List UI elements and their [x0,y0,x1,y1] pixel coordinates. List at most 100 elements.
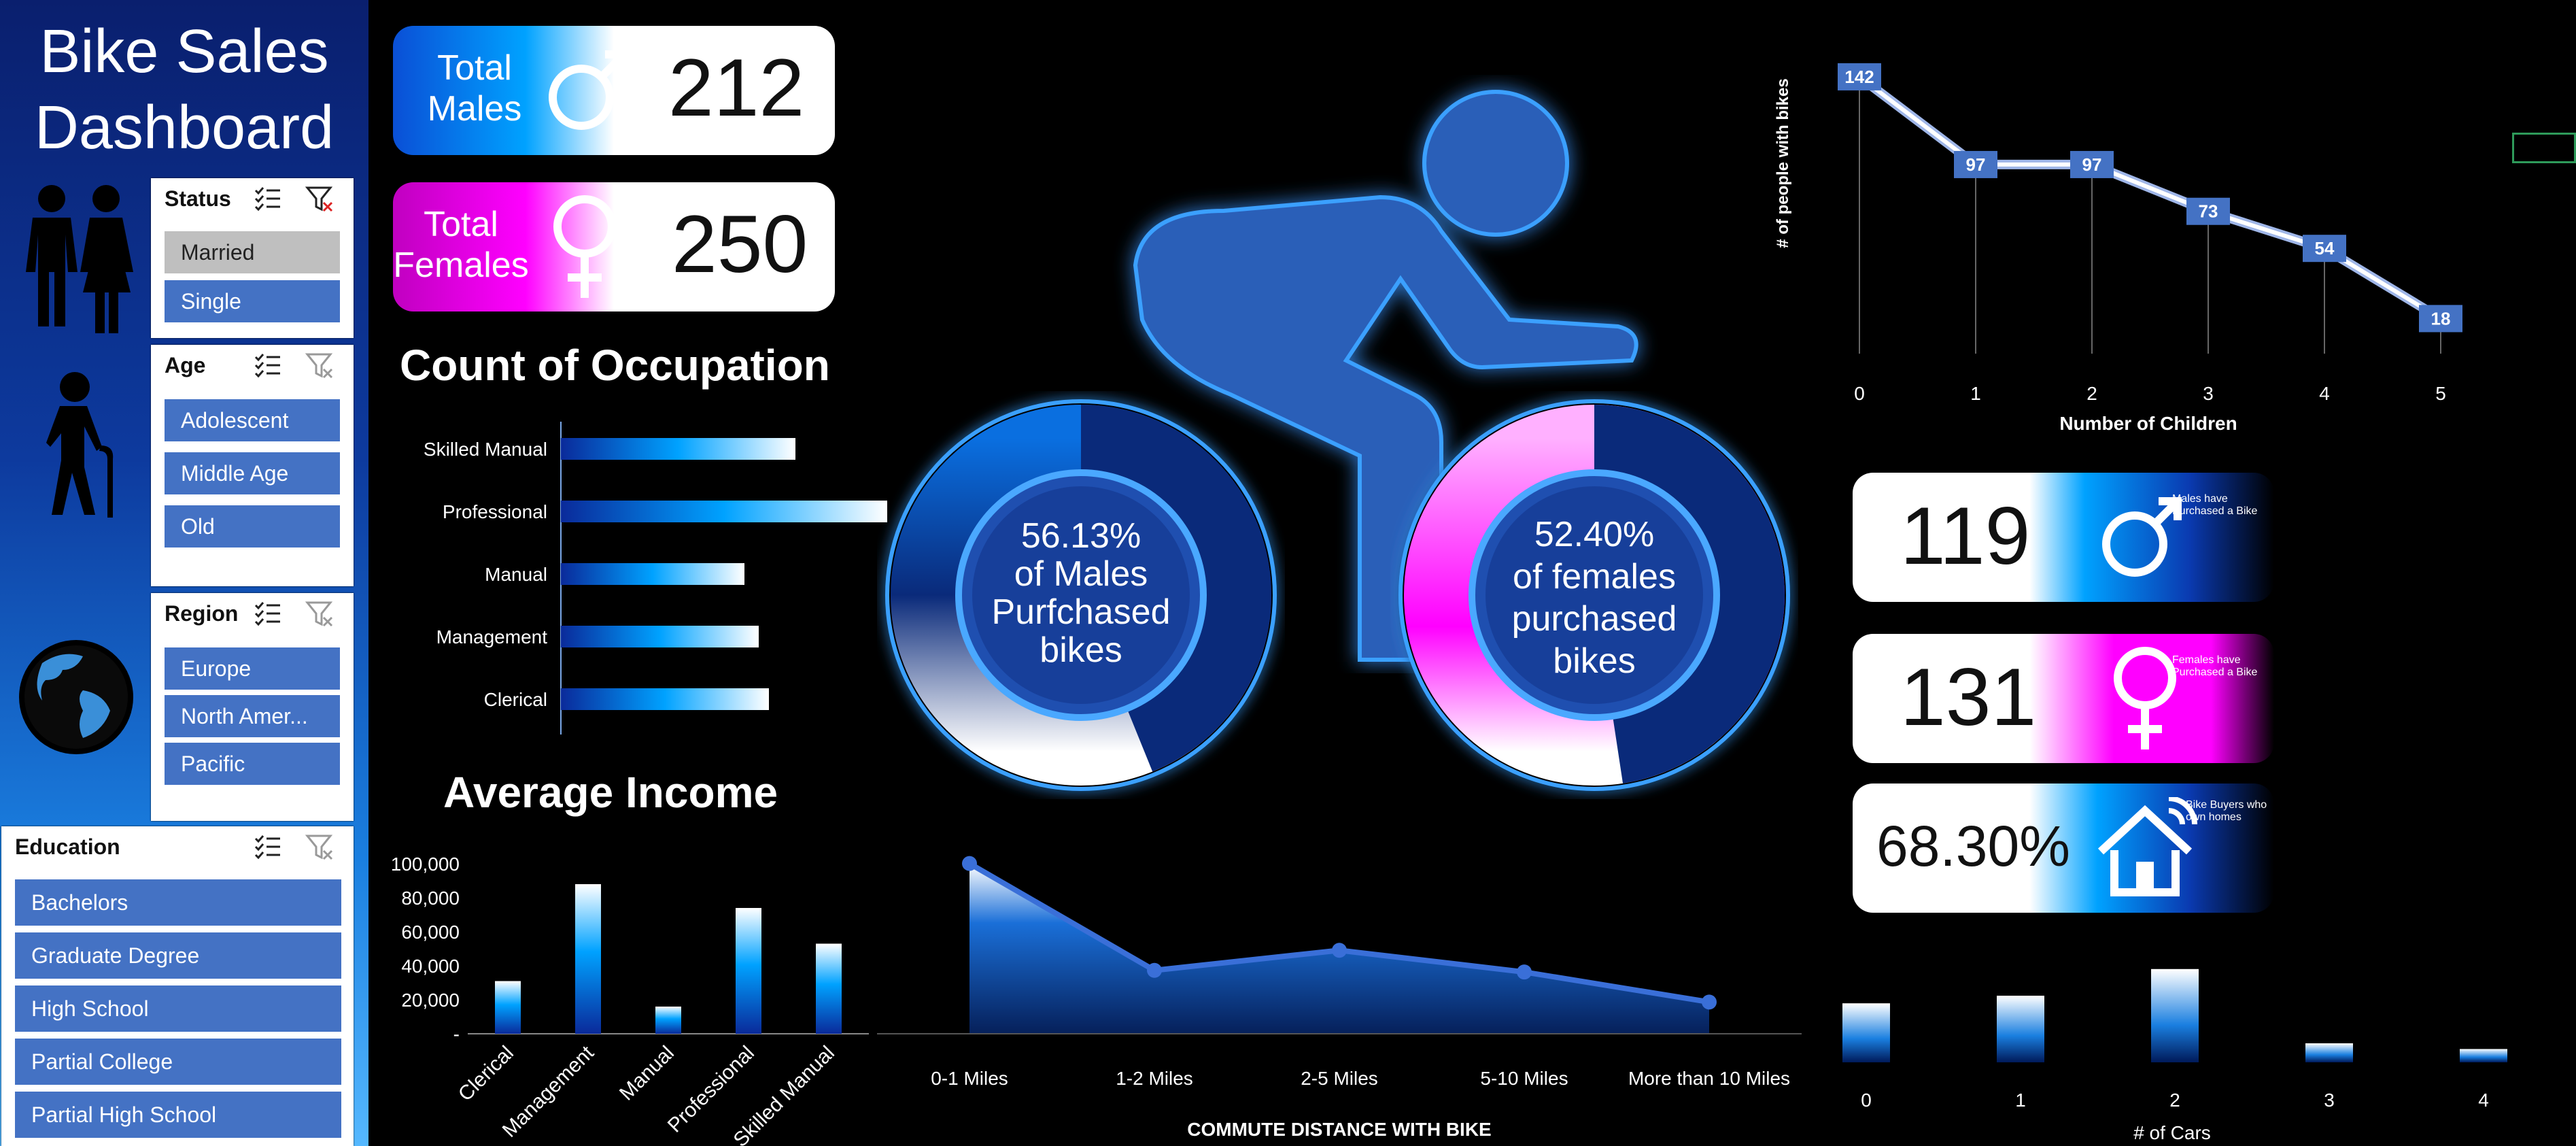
males-donut-label: 56.13% of Males Purfchased bikes [979,517,1183,669]
children-category-label: 5 [2435,383,2446,404]
occupation-heading: Count of Occupation [400,341,830,390]
commute-category-label: 1-2 Miles [1116,1068,1193,1089]
total-females-label-line1: Total [424,205,498,244]
total-females-value: 250 [672,199,808,290]
cars-x-title: # of Cars [2133,1122,2211,1143]
cars-category-label: 1 [2015,1090,2026,1111]
education-option-graduate-degree[interactable]: Graduate Degree [15,932,341,979]
education-slicer-title: Education [15,835,120,859]
total-males-card: Total Males 212 [393,26,835,155]
children-category-label: 3 [2203,383,2214,404]
males-donut-line1: of Males [1014,554,1148,594]
females-donut-label: 52.40% of females purchased bikes [1492,513,1696,682]
income-bar [816,943,842,1034]
age-option-old[interactable]: Old [165,505,340,547]
cars-bar [1842,1003,1890,1062]
clear-filter-icon[interactable] [305,832,334,862]
commute-point [962,856,977,871]
occupation-bar [561,688,769,710]
income-y-tick: 80,000 [401,888,460,909]
region-option-pacific[interactable]: Pacific [165,743,340,785]
elderly-person-icon [46,372,114,518]
region-option-north-america[interactable]: North Amer... [165,695,340,737]
males-purchased-value: 119 [1900,490,2031,582]
children-data-label-box [1954,150,1997,178]
sidebar: Bike Sales Dashboard Status Married Sing… [0,0,368,1146]
status-slicer-title: Status [165,186,231,211]
cars-category-label: 2 [2169,1090,2180,1111]
age-option-middle-age[interactable]: Middle Age [165,452,340,494]
title-line-2: Dashboard [34,94,334,162]
children-data-label: 73 [2199,201,2218,222]
total-females-card: Total Females 250 [393,182,835,311]
females-purchased-value: 131 [1900,652,2037,743]
females-purchased-card: 131 [1853,634,2274,763]
home-owners-value: 68.30% [1876,814,2070,878]
clear-filter-icon[interactable] [305,599,334,628]
status-option-single[interactable]: Single [165,280,340,322]
income-bar [575,884,601,1034]
commute-point [1332,943,1347,958]
males-donut-line2: Purfchased [991,592,1171,632]
region-slicer: Region Europe North Amer... Pacific [151,593,354,821]
total-males-value: 212 [668,42,805,133]
children-category-label: 4 [2319,383,2330,404]
children-data-label-box [2303,235,2346,263]
income-bar [736,908,761,1034]
education-slicer: Education Bachelors Graduate Degree High… [1,826,354,1146]
cars-bar [1997,996,2044,1062]
title-line-1: Bike Sales [39,18,329,86]
cars-category-label: 0 [1861,1090,1872,1111]
occupation-bar [561,438,795,460]
cars-bar-chart: 0 1 2 3 4 # of Cars [1842,968,2507,1143]
age-slicer: Age Adolescent Middle Age Old [151,345,354,586]
education-option-high-school[interactable]: High School [15,985,341,1032]
children-data-label-box [1838,63,1881,90]
children-data-label: 54 [2315,238,2335,258]
status-slicer: Status Married Single [151,178,354,338]
cars-category-label: 3 [2324,1090,2335,1111]
multi-select-icon[interactable] [253,350,283,380]
education-option-partial-high-school[interactable]: Partial High School [15,1092,341,1138]
home-owners-text: Bike Buyers who own homes [2186,799,2505,824]
males-purchase-donut [885,399,1277,791]
males-purchased-text-line1: Males have [2172,493,2228,505]
total-females-label: Total Females [393,204,529,286]
cars-bar [2460,1049,2507,1062]
commute-area-chart: 0-1 Miles 1-2 Miles 2-5 Miles 5-10 Miles Mor… [877,856,1802,1140]
children-data-label: 18 [2431,308,2451,328]
region-option-europe[interactable]: Europe [165,647,340,690]
children-category-label: 0 [1854,383,1865,404]
children-line-shadow [1856,73,2443,323]
globe-icon [19,640,133,754]
multi-select-icon[interactable] [253,599,283,628]
age-slicer-title: Age [165,353,206,377]
cell-selection-box[interactable] [2512,133,2576,163]
females-donut-line2: purchased [1511,599,1677,639]
occupation-bar-chart: Skilled Manual Professional Manual Manageme… [424,422,887,735]
male-symbol-icon [2102,497,2182,577]
education-option-partial-college[interactable]: Partial College [15,1039,341,1085]
clear-filter-icon[interactable] [305,350,334,380]
children-data-label: 142 [1844,67,1874,87]
occupation-category-label: Clerical [484,689,547,710]
commute-category-label: 5-10 Miles [1480,1068,1568,1089]
income-y-tick: - [453,1024,460,1045]
multi-select-icon[interactable] [253,832,283,862]
income-y-tick: 100,000 [391,854,460,875]
commute-point [1147,962,1162,978]
region-slicer-title: Region [165,601,239,626]
status-option-married[interactable]: Married [165,231,340,273]
income-y-tick: 20,000 [401,990,460,1011]
total-males-label-line1: Total [437,48,512,88]
occupation-category-label: Manual [485,564,547,585]
total-females-label-line2: Females [393,246,529,285]
age-option-adolescent[interactable]: Adolescent [165,399,340,441]
education-option-bachelors[interactable]: Bachelors [15,879,341,926]
multi-select-icon[interactable] [253,184,283,214]
children-line-chart: # of people with bikes 142 0 97 1 97 2 73 3 54 4 18… [1774,63,2462,434]
occupation-category-label: Skilled Manual [424,439,547,460]
clear-filter-icon[interactable] [305,184,334,214]
females-purchased-text: Females have Purchased a Bike [2172,654,2492,679]
cars-bar [2305,1043,2353,1062]
